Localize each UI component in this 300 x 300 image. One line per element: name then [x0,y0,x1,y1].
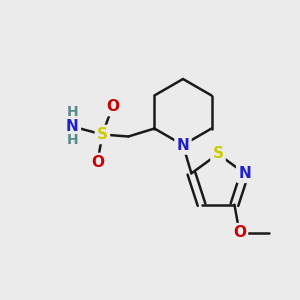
Text: O: O [91,155,104,170]
Text: N: N [66,119,79,134]
Text: O: O [233,225,246,240]
Text: H: H [67,106,78,119]
Text: S: S [97,127,108,142]
Text: O: O [106,99,119,114]
Text: S: S [212,146,224,161]
Text: N: N [177,137,189,152]
Text: N: N [238,166,251,181]
Text: H: H [67,134,78,148]
